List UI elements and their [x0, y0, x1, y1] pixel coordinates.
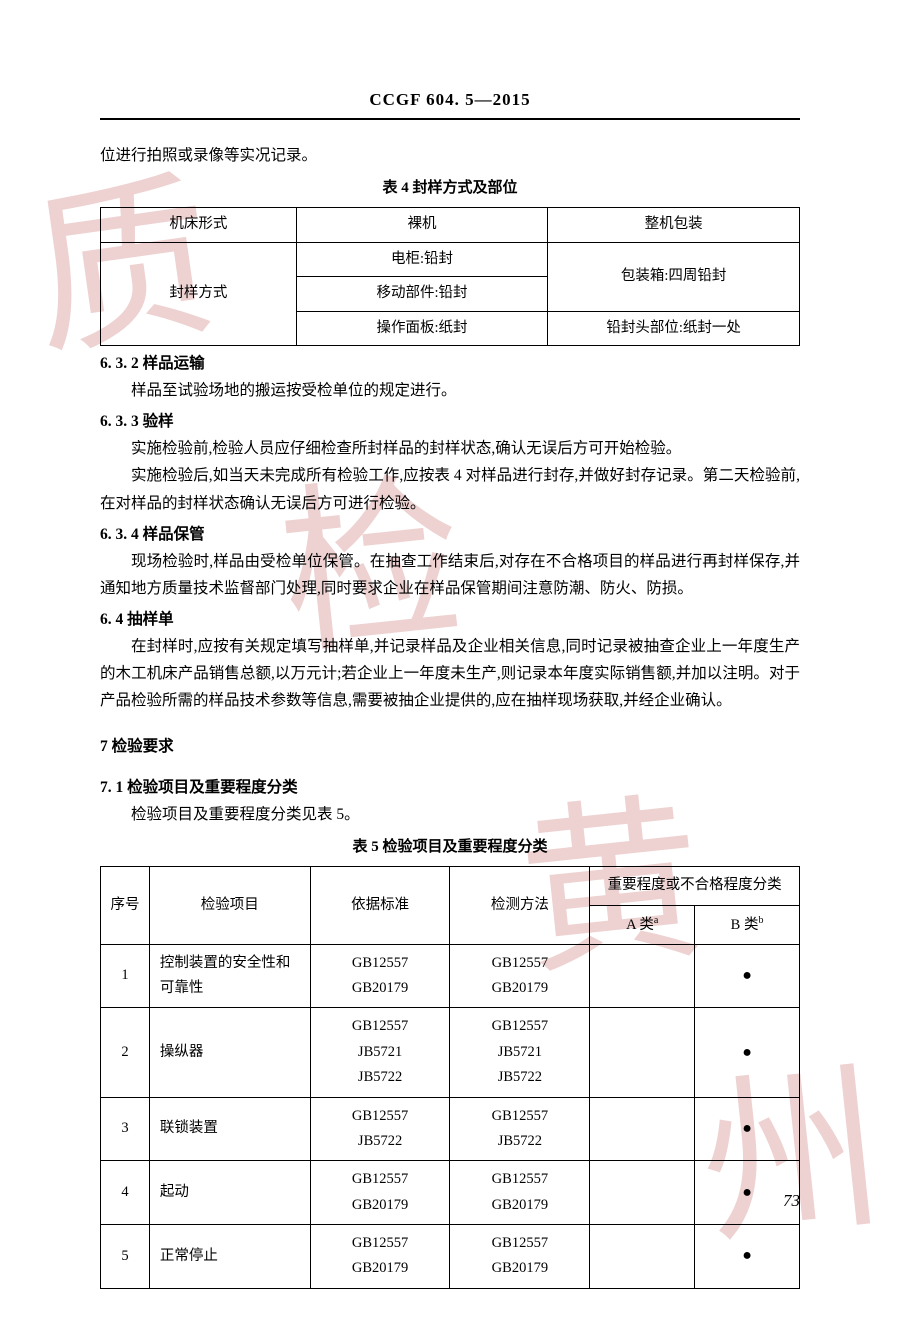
col-header: 检验项目	[149, 867, 310, 945]
cell: 2	[101, 1008, 150, 1097]
cell: GB12557GB20179	[310, 944, 450, 1008]
cell: 包装箱:四周铅封	[548, 242, 800, 311]
heading-6-3-2: 6. 3. 2 样品运输	[100, 350, 800, 377]
heading-6-3-4: 6. 3. 4 样品保管	[100, 521, 800, 548]
table-row: 机床形式 裸机 整机包装	[101, 208, 800, 242]
paragraph: 样品至试验场地的搬运按受检单位的规定进行。	[100, 377, 800, 404]
table-row: 序号 检验项目 依据标准 检测方法 重要程度或不合格程度分类	[101, 867, 800, 905]
heading-6-4: 6. 4 抽样单	[100, 606, 800, 633]
cell: 正常停止	[149, 1225, 310, 1289]
document-code: CCGF 604. 5—2015	[100, 90, 800, 110]
table5-caption: 表 5 检验项目及重要程度分类	[100, 834, 800, 860]
paragraph: 现场检验时,样品由受检单位保管。在抽查工作结束后,对存在不合格项目的样品进行再封…	[100, 548, 800, 602]
cell: ●	[695, 944, 800, 1008]
table-5: 序号 检验项目 依据标准 检测方法 重要程度或不合格程度分类 A 类a B 类b…	[100, 866, 800, 1289]
paragraph: 实施检验前,检验人员应仔细检查所封样品的封样状态,确认无误后方可开始检验。	[100, 435, 800, 462]
cell: ●	[695, 1225, 800, 1289]
cell: 4	[101, 1161, 150, 1225]
intro-line: 位进行拍照或录像等实况记录。	[100, 142, 800, 169]
cell: 铅封头部位:纸封一处	[548, 311, 800, 345]
col-header: 序号	[101, 867, 150, 945]
paragraph: 实施检验后,如当天未完成所有检验工作,应按表 4 对样品进行封存,并做好封存记录…	[100, 462, 800, 516]
cell: 3	[101, 1097, 150, 1161]
table-row: 3联锁装置GB12557JB5722GB12557JB5722●	[101, 1097, 800, 1161]
cell: 起动	[149, 1161, 310, 1225]
cell: ●	[695, 1097, 800, 1161]
cell: ●	[695, 1008, 800, 1097]
header-rule	[100, 118, 800, 120]
cell: 操作面板:纸封	[296, 311, 548, 345]
cell: GB12557JB5722	[310, 1097, 450, 1161]
cell: 移动部件:铅封	[296, 277, 548, 311]
cell: GB12557JB5722	[450, 1097, 590, 1161]
cell	[590, 944, 695, 1008]
cell: GB12557JB5721JB5722	[310, 1008, 450, 1097]
cell: GB12557GB20179	[450, 1225, 590, 1289]
table4-caption: 表 4 封样方式及部位	[100, 175, 800, 201]
table-row: 封样方式 电柜:铅封 包装箱:四周铅封	[101, 242, 800, 276]
cell: 操纵器	[149, 1008, 310, 1097]
cell: GB12557GB20179	[450, 944, 590, 1008]
paragraph: 检验项目及重要程度分类见表 5。	[100, 801, 800, 828]
table-row: 1控制装置的安全性和可靠性GB12557GB20179GB12557GB2017…	[101, 944, 800, 1008]
col-header: 重要程度或不合格程度分类	[590, 867, 800, 905]
cell: 封样方式	[101, 242, 297, 345]
cell: ●	[695, 1161, 800, 1225]
cell	[590, 1225, 695, 1289]
body-text: 位进行拍照或录像等实况记录。 表 4 封样方式及部位 机床形式 裸机 整机包装 …	[100, 142, 800, 1289]
col-header: 检测方法	[450, 867, 590, 945]
cell: 1	[101, 944, 150, 1008]
cell: GB12557GB20179	[450, 1161, 590, 1225]
heading-7: 7 检验要求	[100, 733, 800, 760]
col-header: A 类a	[590, 905, 695, 944]
cell	[590, 1161, 695, 1225]
cell: 联锁装置	[149, 1097, 310, 1161]
col-header: B 类b	[695, 905, 800, 944]
col-header: 依据标准	[310, 867, 450, 945]
cell: 控制装置的安全性和可靠性	[149, 944, 310, 1008]
label: B 类	[731, 916, 759, 932]
cell	[590, 1008, 695, 1097]
table-row: 4起动GB12557GB20179GB12557GB20179●	[101, 1161, 800, 1225]
cell	[590, 1097, 695, 1161]
cell: GB12557GB20179	[310, 1161, 450, 1225]
superscript: b	[758, 915, 763, 926]
table-row: 2操纵器GB12557JB5721JB5722GB12557JB5721JB57…	[101, 1008, 800, 1097]
table-4: 机床形式 裸机 整机包装 封样方式 电柜:铅封 包装箱:四周铅封 移动部件:铅封…	[100, 207, 800, 346]
cell: 整机包装	[548, 208, 800, 242]
page-content: CCGF 604. 5—2015 位进行拍照或录像等实况记录。 表 4 封样方式…	[0, 0, 900, 1339]
heading-7-1: 7. 1 检验项目及重要程度分类	[100, 774, 800, 801]
cell: 机床形式	[101, 208, 297, 242]
superscript: a	[654, 915, 658, 926]
table-row: 5正常停止GB12557GB20179GB12557GB20179●	[101, 1225, 800, 1289]
paragraph: 在封样时,应按有关规定填写抽样单,并记录样品及企业相关信息,同时记录被抽查企业上…	[100, 633, 800, 714]
cell: GB12557GB20179	[310, 1225, 450, 1289]
cell: 裸机	[296, 208, 548, 242]
label: A 类	[626, 916, 654, 932]
cell: 电柜:铅封	[296, 242, 548, 276]
cell: GB12557JB5721JB5722	[450, 1008, 590, 1097]
cell: 5	[101, 1225, 150, 1289]
heading-6-3-3: 6. 3. 3 验样	[100, 408, 800, 435]
